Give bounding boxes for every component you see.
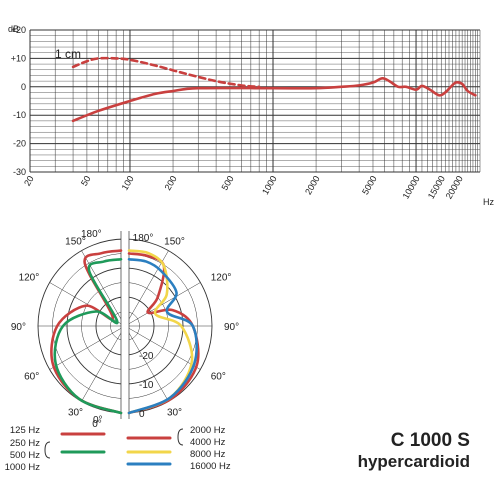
legend-bracket-left [44,441,51,459]
freq-tick-label: 10000 [401,174,422,201]
legend-label-8000: 8000 Hz [190,449,226,460]
proximity-curve-1cm [71,56,261,89]
polar-grid [37,231,213,421]
polar-angle-label: 0° [93,415,103,426]
frequency-axis-label: Hz [483,197,494,207]
freq-tick-label: 50 [79,174,93,188]
polar-spoke [81,325,126,402]
polar-legend: 125 Hz 250 Hz 500 Hz 1000 Hz 2000 Hz 400… [5,425,231,473]
freq-tick-label: 200 [163,174,179,192]
polar-radial-label: 0 [139,409,145,420]
legend-label-250: 250 Hz [10,438,40,449]
polar-spoke [124,325,169,402]
legend-bracket-right [177,428,184,446]
polar-angle-label: 150° [164,236,185,247]
freq-tick-label: 500 [220,174,236,192]
db-tick-label: -10 [13,110,26,120]
polar-angle-labels: 0°30° 30°60° 60°90° 90°120° 120°150° 150°180°… [11,229,239,430]
freq-tick-label: 1000 [260,174,279,196]
freq-tick-label: 2000 [303,174,322,196]
freq-tick-label: 5000 [360,174,379,196]
proximity-annotation: 1 cm [55,47,81,61]
polar-pattern-chart: 0°30° 30°60° 60°90° 90°120° 120°150° 150°180°… [11,229,239,430]
polar-angle-label: 60° [24,372,39,383]
freq-tick-label: 20 [22,174,36,188]
freq-tick-label: 20000 [444,174,465,201]
polar-radial-label: -20 [139,351,154,362]
legend-label-1000: 1000 Hz [5,462,41,473]
polar-angle-label: 150° [65,236,86,247]
polar-angle-label: 30° [167,408,182,419]
frequency-grid [29,29,481,173]
polar-angle-label: 120° [19,273,40,284]
polar-center-divider [121,231,129,421]
db-tick-label: +20 [11,25,26,35]
db-tick-label: -20 [13,139,26,149]
legend-label-4000: 4000 Hz [190,437,226,448]
polar-series-group [50,249,200,415]
polar-angle-label: 180° [133,233,154,244]
polar-spoke [124,282,201,327]
polar-angle-label: 90° [224,322,239,333]
polar-curve-125-hz [50,249,123,415]
polar-curve-16000-hz [127,258,198,415]
legend-label-2000: 2000 Hz [190,425,226,436]
frequency-series-group [71,56,477,123]
db-tick-label: +10 [11,53,26,63]
polar-curve-250-1000-hz [53,258,123,415]
db-tick-label: 0 [21,82,26,92]
freq-tick-label: 100 [120,174,136,192]
legend-label-500: 500 Hz [10,450,40,461]
polar-angle-label: 120° [211,273,232,284]
polar-angle-label: 30° [68,408,83,419]
model-name: C 1000 S [391,430,470,451]
polar-angle-label: 0° [92,419,102,430]
polar-angle-label: 180° [81,229,102,240]
frequency-response-curve [71,76,477,123]
polar-spoke [124,325,201,370]
polar-angle-label: 60° [211,372,226,383]
legend-label-125: 125 Hz [10,425,40,436]
polar-spoke [49,325,126,370]
db-axis-label: dB [8,24,19,34]
db-tick-label: -30 [13,167,26,177]
polar-radial-label: -10 [139,380,154,391]
db-axis-tick-labels: +20 +10 0 -10 -20 -30 [11,25,26,177]
frequency-response-chart: +20 +10 0 -10 -20 -30 dB 20 50 100 200 500 1000 200… [8,24,494,207]
polar-angle-label: 90° [11,322,26,333]
polar-radial-labels: -20 -10 0 [139,351,154,420]
legend-label-16000: 16000 Hz [190,461,231,472]
pattern-name: hypercardioid [358,452,470,471]
polar-spoke [81,250,126,327]
